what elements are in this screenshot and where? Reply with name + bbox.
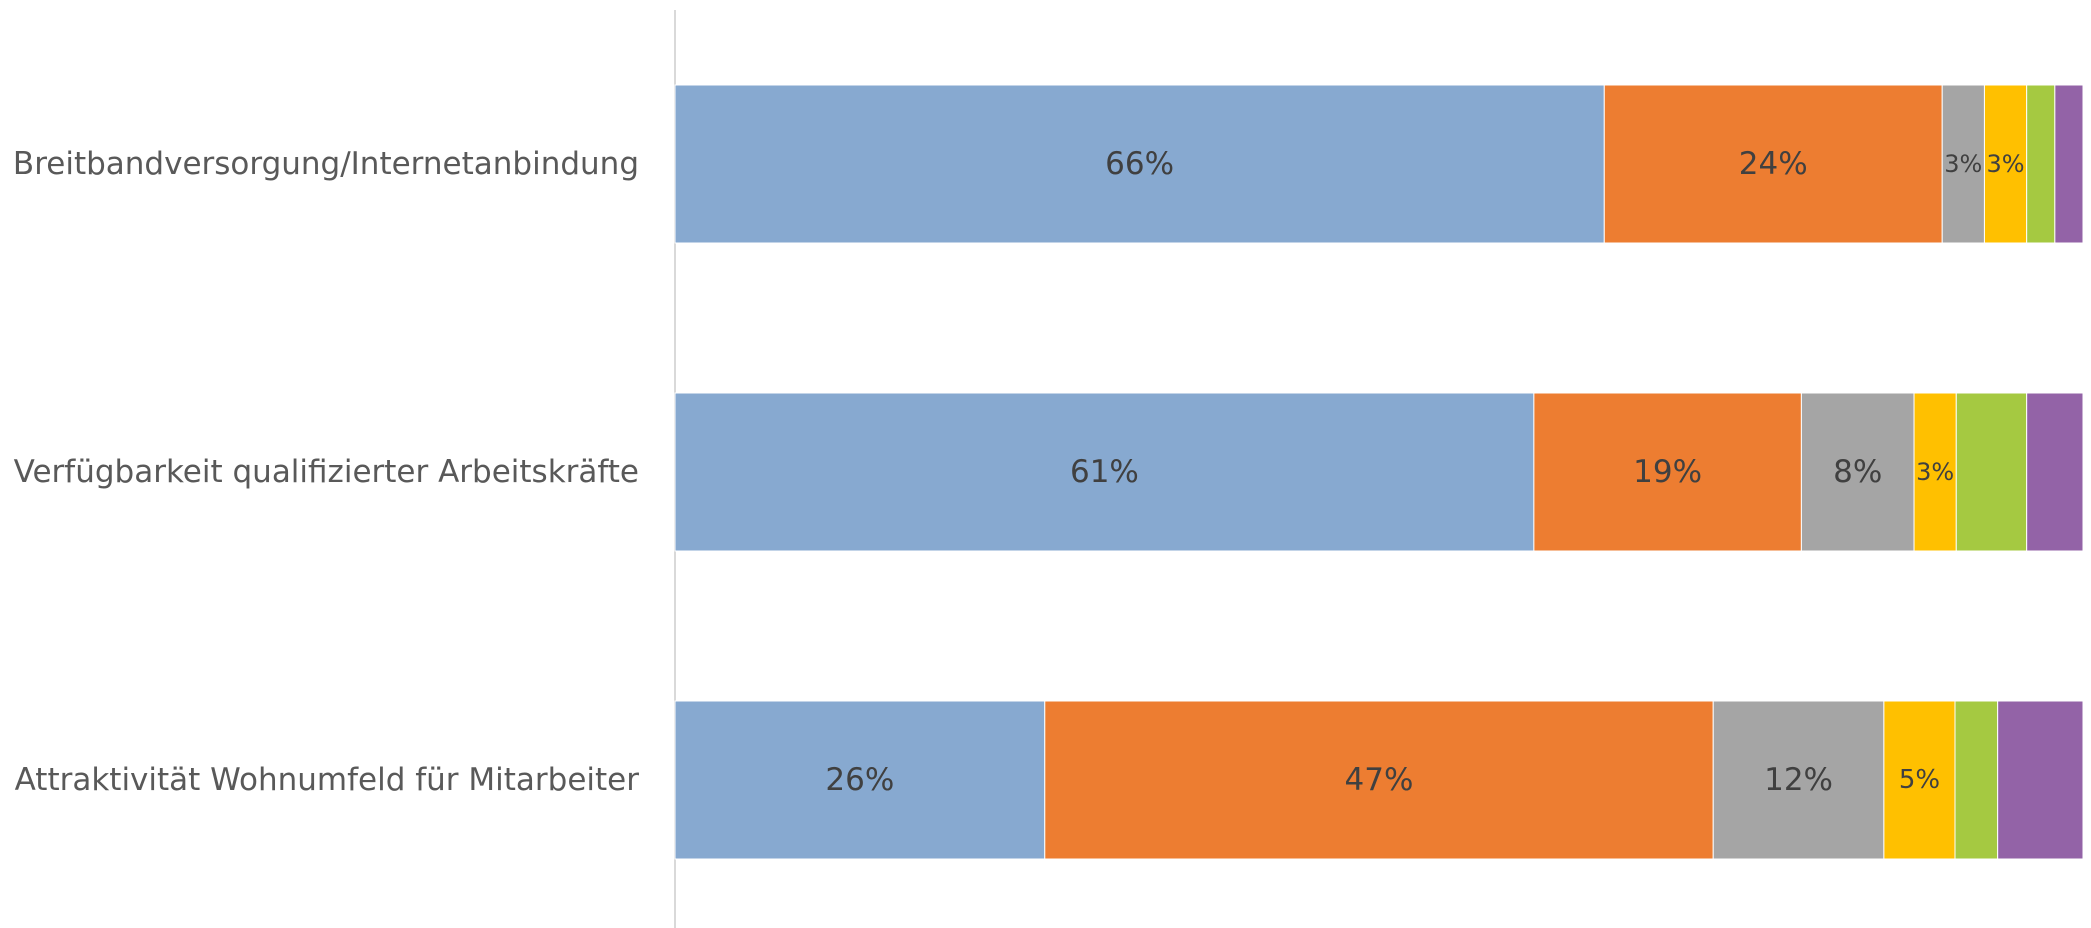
data-label: 66% [1105,146,1174,182]
bar-segment [1883,700,1956,860]
bars-group: 66% 24% 3% 3%61% 19% 8% 3%26% 47% 12% 5% [674,84,2084,860]
category-label: Attraktivität Wohnumfeld für Mitarbeiter [15,762,640,798]
bar-segment [674,700,1046,860]
data-label: 24% [1739,146,1808,182]
bar-segment [1941,84,1985,244]
data-label: 3% [1987,150,2025,178]
bar-segment [1712,700,1885,860]
bar-segment [2054,84,2084,244]
bar-segment [1603,84,1943,244]
data-label: 3% [1916,458,1954,486]
data-label: 5% [1899,765,1940,795]
data-label: 61% [1070,454,1139,490]
category-label: Verfügbarkeit qualifizierter Arbeitskräf… [14,454,639,490]
data-label: 47% [1345,762,1414,798]
data-label: 3% [1944,150,1982,178]
data-label: 26% [825,762,894,798]
bar-segment [1954,700,1999,860]
category-labels: Breitbandversorgung/Internetanbindung Ver… [13,146,639,798]
bar-segment [1533,392,1802,552]
bar-segment [1997,700,2084,860]
bar-segment [674,84,1605,244]
category-label: Breitbandversorgung/Internetanbindung [13,146,639,182]
data-label: 19% [1633,454,1702,490]
data-label: 12% [1764,762,1833,798]
bar-segment [2026,84,2056,244]
bar-segment [2026,392,2084,552]
bar-segment [1955,392,2028,552]
bar-segment [674,392,1535,552]
bar-segment [1044,700,1714,860]
data-label: 8% [1833,454,1882,490]
